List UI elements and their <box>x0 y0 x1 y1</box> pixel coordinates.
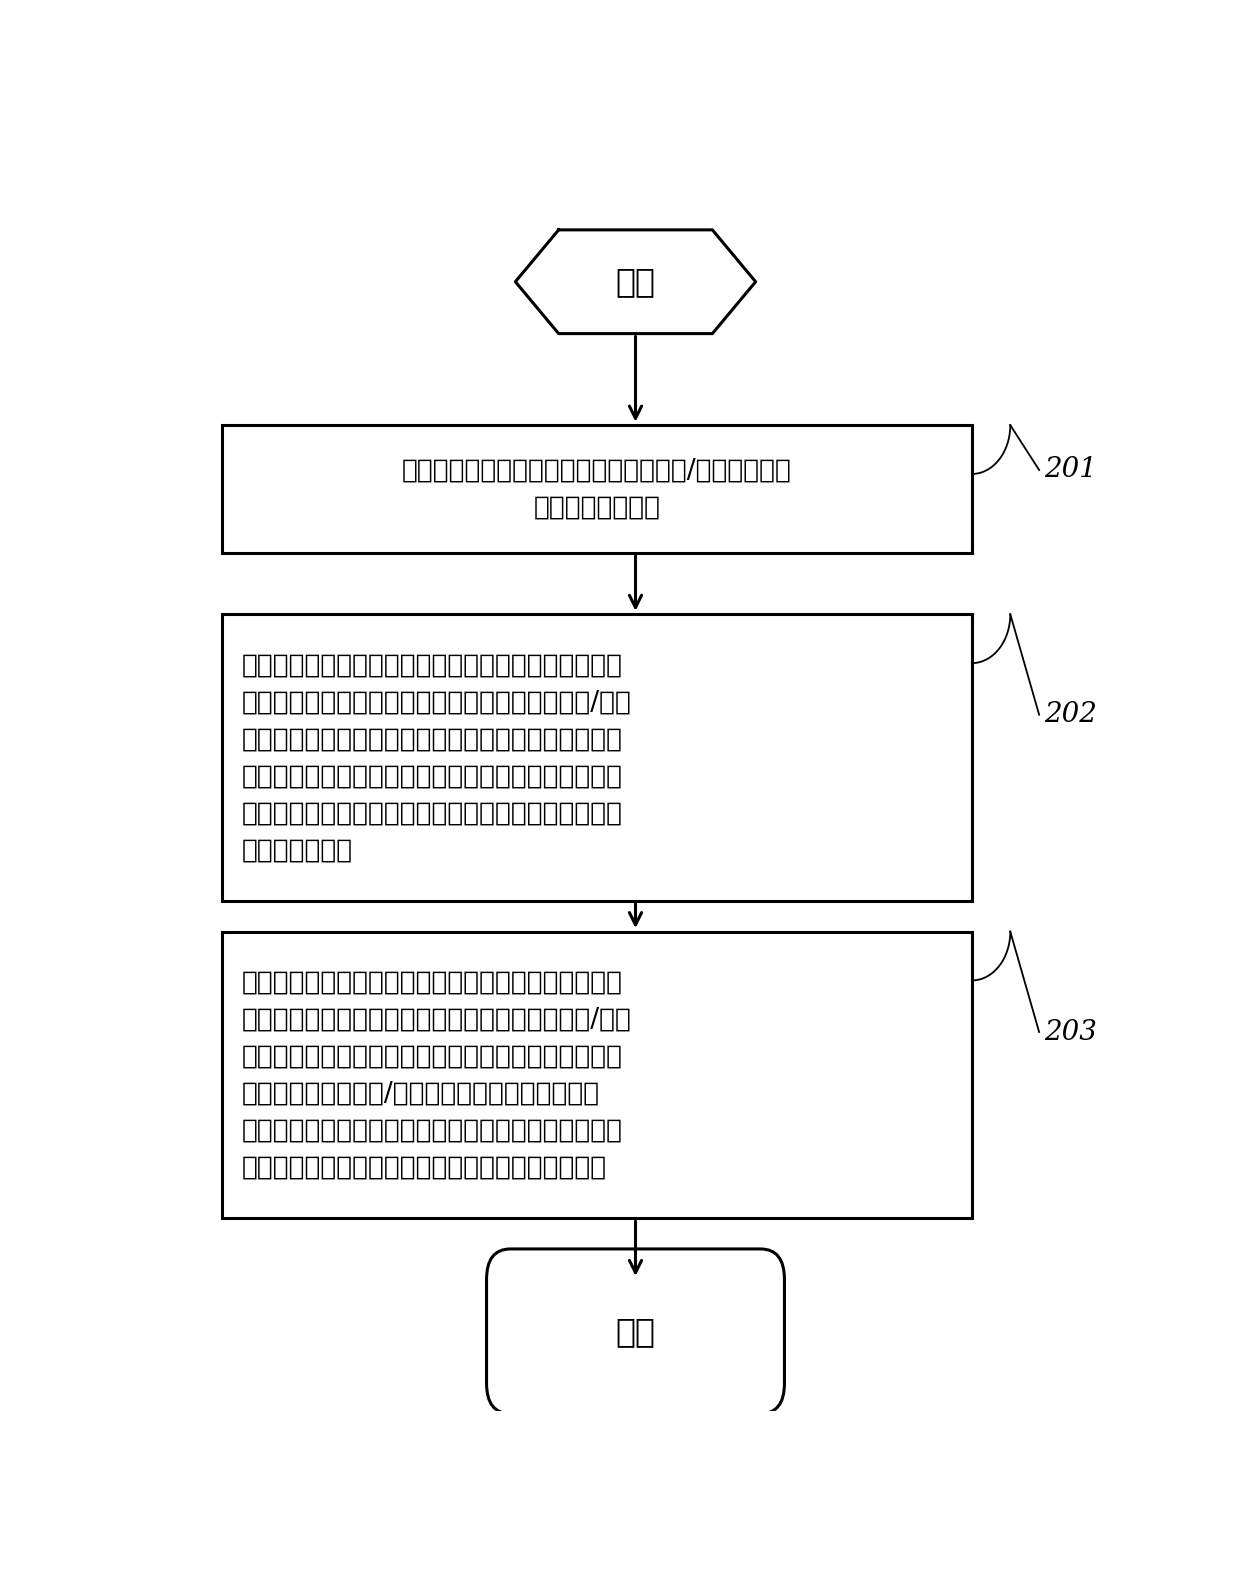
Bar <box>222 425 972 553</box>
Text: 结束: 结束 <box>615 1316 656 1347</box>
Text: 若所述第二目标小区的优先级高于所述服务小区的优先
级，且所述服务小区的信号强度大于第一预设值和/或所
述第二目标小区的信号强度小于第二预设值，在第一判
决门限加: 若所述第二目标小区的优先级高于所述服务小区的优先 级，且所述服务小区的信号强度大… <box>242 651 631 864</box>
Text: 开始: 开始 <box>615 265 656 298</box>
Text: 201: 201 <box>1044 456 1097 483</box>
Text: 203: 203 <box>1044 1019 1097 1046</box>
FancyBboxPatch shape <box>486 1249 785 1414</box>
Bar <box>222 932 972 1219</box>
Text: 测量所述终端的服务小区的信号强度，和/或测量第二目
标小区的信号强度: 测量所述终端的服务小区的信号强度，和/或测量第二目 标小区的信号强度 <box>402 458 792 521</box>
Text: 若所述第二目标小区的优先级低于所述服务小区的优先
级，且所述服务小区的信号强度小于第三预设值和/或所
述第二目标小区的信号强度大于第四预设值，在服务小
区判决门: 若所述第二目标小区的优先级低于所述服务小区的优先 级，且所述服务小区的信号强度小… <box>242 970 631 1181</box>
Text: 202: 202 <box>1044 701 1097 728</box>
Polygon shape <box>516 230 755 333</box>
Bar <box>222 615 972 902</box>
